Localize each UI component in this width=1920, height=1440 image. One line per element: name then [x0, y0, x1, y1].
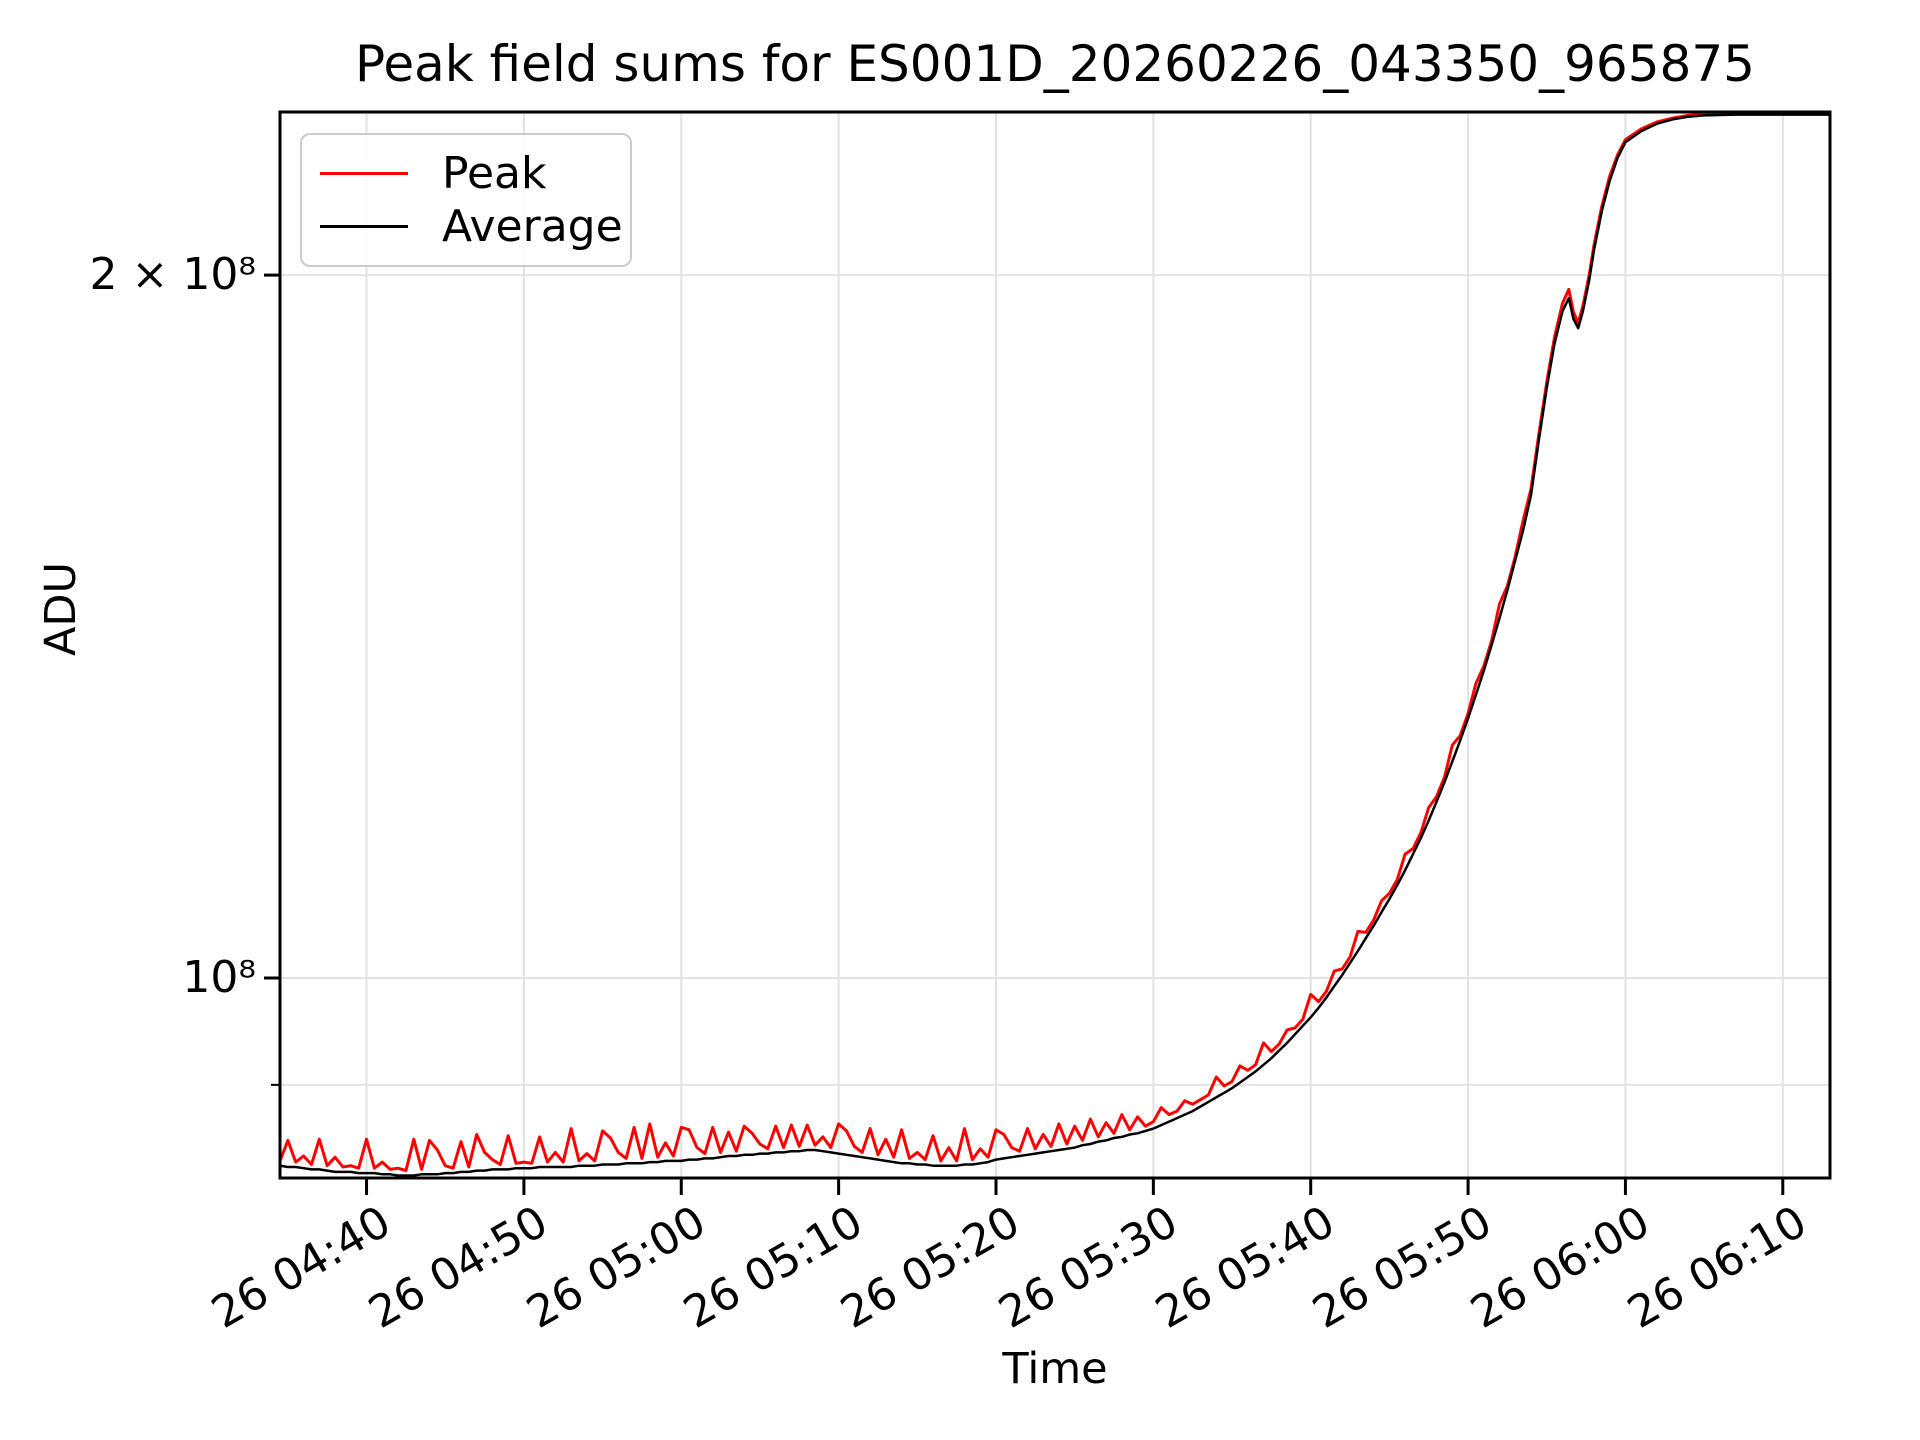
legend-label-average: Average: [442, 200, 623, 252]
legend: Peak Average: [300, 133, 632, 267]
legend-entry-average: Average: [320, 200, 623, 253]
legend-entry-peak: Peak: [320, 147, 612, 200]
y-axis-label: ADU: [36, 562, 86, 656]
legend-label-peak: Peak: [442, 147, 547, 199]
peak-line-sample: [320, 172, 408, 175]
y-tick-label: 2 × 10⁸: [89, 249, 256, 301]
y-tick-label: 10⁸: [182, 952, 256, 1003]
axes-frame: [278, 110, 1832, 1180]
chart-title: Peak field sums for ES001D_20260226_0433…: [355, 35, 1755, 93]
x-axis-label: Time: [1002, 1344, 1108, 1394]
average-series-line: [281, 113, 1829, 1177]
peak-series-line: [281, 113, 1829, 1173]
average-line-sample: [320, 225, 408, 228]
